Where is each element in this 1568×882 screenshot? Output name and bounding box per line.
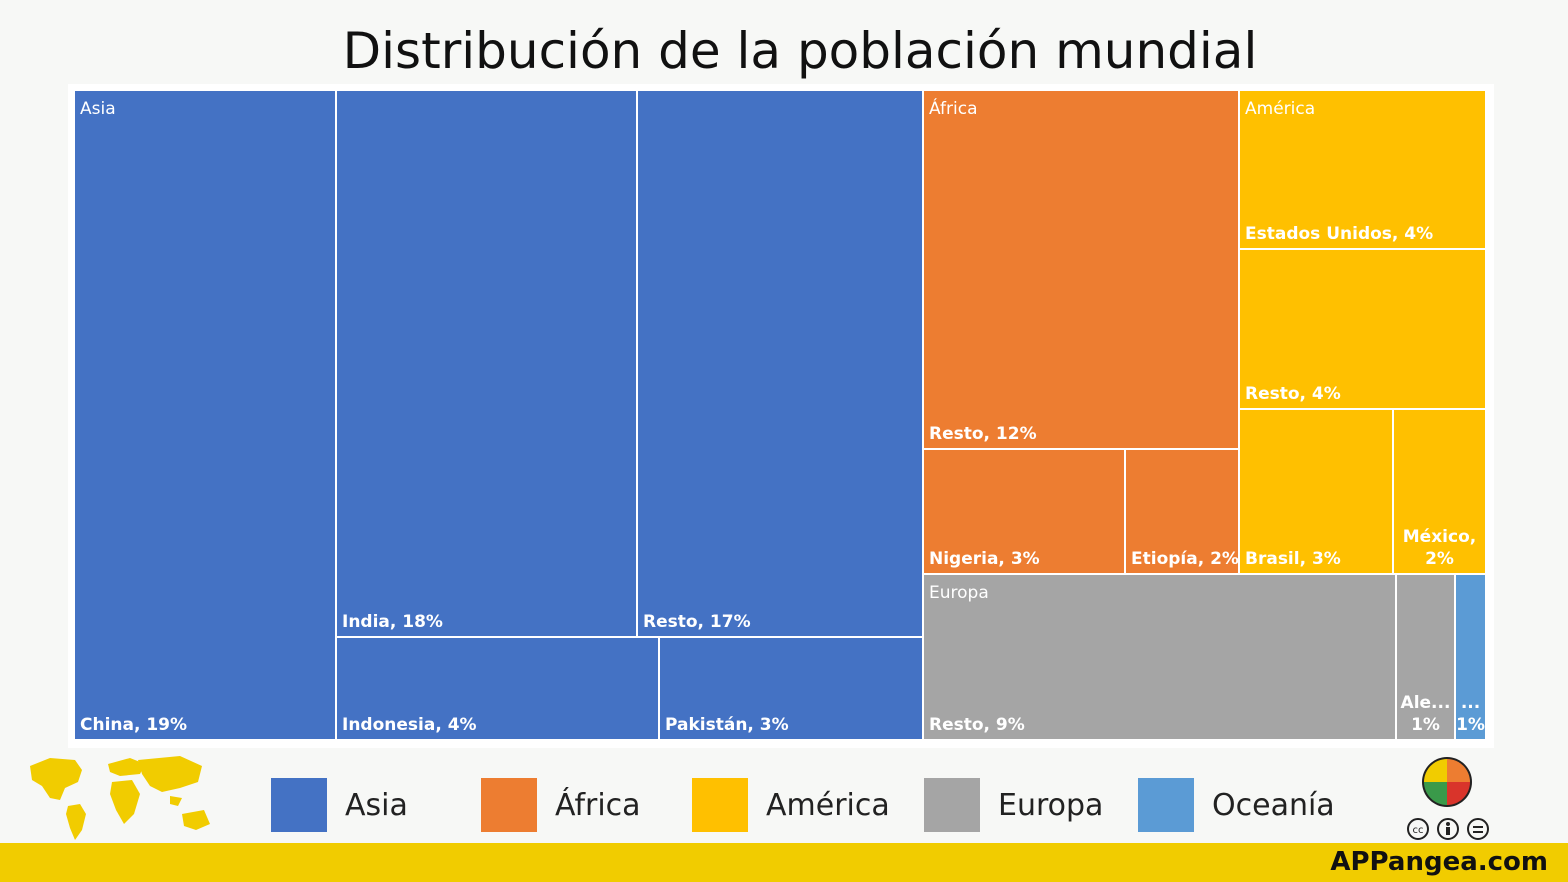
treemap-cell-label: Nigeria, 3% — [929, 549, 1040, 569]
puzzle-logo-icon — [1422, 757, 1472, 807]
legend-label-oceania: Oceanía — [1212, 787, 1335, 823]
legend-label-america: América — [766, 787, 890, 823]
treemap-cell-label: Pakistán, 3% — [665, 715, 789, 735]
treemap-cell-label: Etiopía, 2% — [1131, 549, 1239, 569]
legend-swatch-america — [692, 778, 748, 832]
treemap-chart: China, 19% India, 18% Resto, 17% Indonesia,… — [73, 89, 1487, 741]
legend-swatch-oceania — [1138, 778, 1194, 832]
cc-by-icon — [1437, 818, 1459, 840]
treemap-group-label: Asia — [80, 99, 116, 119]
chart-title: Distribución de la población mundial — [342, 22, 1258, 80]
treemap-cell — [922, 573, 1397, 741]
treemap-cell-label: Resto, 9% — [929, 715, 1025, 735]
legend-swatch-africa — [481, 778, 537, 832]
treemap-cell — [73, 89, 337, 741]
treemap-cell — [1238, 248, 1487, 410]
cc-license-icon: cc — [1407, 818, 1429, 840]
treemap-cell — [1392, 408, 1487, 575]
legend-item-asia: Asia — [271, 778, 408, 832]
treemap-cell-label: Brasil, 3% — [1245, 549, 1341, 569]
cc-nd-icon — [1467, 818, 1489, 840]
legend-label-asia: Asia — [345, 787, 408, 823]
treemap-cell — [1454, 573, 1487, 741]
treemap-cell-label: Resto, 12% — [929, 424, 1037, 444]
treemap-cell-label: Estados Unidos, 4% — [1245, 224, 1433, 244]
treemap-cell-label: China, 19% — [80, 715, 187, 735]
treemap-cell — [658, 636, 924, 741]
treemap-cell-label: Indonesia, 4% — [342, 715, 477, 735]
treemap-cell-label: ... 1% — [1456, 693, 1485, 735]
treemap-cell — [335, 636, 660, 741]
brand-link[interactable]: APPangea.com — [1330, 847, 1548, 877]
treemap-cell-label: India, 18% — [342, 612, 443, 632]
legend: Asia África América Europa Oceanía — [0, 770, 1568, 840]
treemap-group-label: Europa — [929, 583, 989, 603]
treemap-plot-area: China, 19% India, 18% Resto, 17% Indonesia,… — [68, 84, 1494, 748]
treemap-group-label: África — [929, 97, 978, 119]
treemap-cell-label: Resto, 4% — [1245, 384, 1341, 404]
legend-item-africa: África — [481, 778, 641, 832]
treemap-cell-label: Ale... 1% — [1401, 693, 1451, 735]
treemap-cell-label: Resto, 17% — [643, 612, 751, 632]
legend-item-europa: Europa — [924, 778, 1103, 832]
treemap-cell — [636, 89, 924, 638]
legend-swatch-europa — [924, 778, 980, 832]
legend-swatch-asia — [271, 778, 327, 832]
legend-item-america: América — [692, 778, 890, 832]
treemap-group-label: América — [1245, 99, 1315, 119]
legend-item-oceania: Oceanía — [1138, 778, 1335, 832]
treemap-cell — [922, 89, 1240, 450]
treemap-cell-label: México, 2% — [1403, 527, 1476, 569]
treemap-cell — [1238, 89, 1487, 250]
legend-label-africa: África — [555, 787, 641, 823]
svg-text:cc: cc — [1413, 825, 1424, 836]
world-map-icon — [30, 756, 210, 840]
cc-license-icons: cc — [1407, 818, 1489, 840]
treemap-cell — [335, 89, 638, 638]
legend-label-europa: Europa — [998, 787, 1104, 823]
treemap-cell — [922, 448, 1126, 575]
footer-bar — [0, 843, 1568, 882]
